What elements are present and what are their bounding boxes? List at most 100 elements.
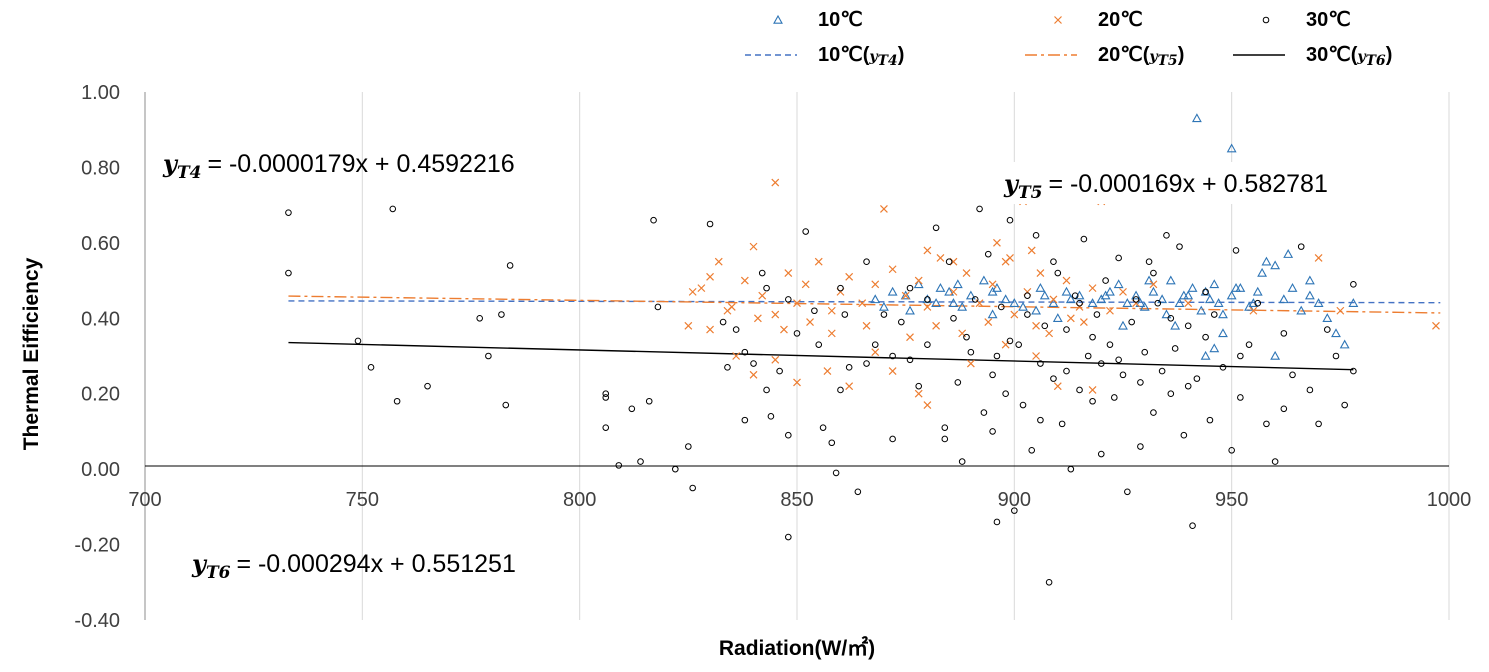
trendline-dashdot bbox=[288, 295, 1441, 314]
point-circle bbox=[889, 435, 896, 443]
point-triangle bbox=[1009, 298, 1020, 307]
point-triangle bbox=[1348, 298, 1359, 307]
point-circle bbox=[1150, 409, 1157, 416]
point-circle bbox=[763, 386, 770, 394]
point-x bbox=[780, 325, 788, 334]
point-triangle bbox=[1261, 256, 1272, 266]
point-triangle bbox=[887, 286, 898, 296]
point-x bbox=[966, 359, 975, 368]
point-x bbox=[1088, 284, 1097, 293]
point-triangle bbox=[1148, 286, 1159, 296]
point-triangle bbox=[1000, 294, 1011, 304]
point-circle bbox=[976, 205, 983, 213]
point-triangle bbox=[1296, 305, 1307, 315]
point-circle bbox=[1289, 371, 1296, 379]
x-tick-label: 950 bbox=[1215, 489, 1248, 511]
point-triangle bbox=[1339, 339, 1350, 349]
point-x bbox=[1049, 295, 1058, 304]
point-circle bbox=[841, 311, 849, 318]
x-tick-label: 850 bbox=[780, 489, 813, 511]
point-triangle bbox=[1304, 290, 1315, 300]
point-x bbox=[706, 325, 714, 334]
point-triangle bbox=[987, 309, 998, 319]
point-circle bbox=[1167, 390, 1175, 398]
point-x bbox=[771, 355, 780, 364]
legend-label: 20℃(yT5) bbox=[1098, 44, 1184, 69]
point-triangle bbox=[1218, 328, 1228, 338]
point-circle bbox=[993, 518, 1001, 526]
point-circle bbox=[1202, 333, 1209, 341]
point-triangle bbox=[1100, 290, 1111, 300]
point-circle bbox=[354, 337, 362, 345]
point-circle bbox=[863, 258, 870, 266]
legend-label: 10℃ bbox=[818, 9, 863, 31]
point-circle bbox=[1237, 394, 1244, 401]
point-triangle bbox=[1035, 282, 1046, 292]
point-circle bbox=[889, 352, 896, 360]
point-circle bbox=[1306, 386, 1314, 394]
point-circle bbox=[954, 379, 962, 386]
point-circle bbox=[1063, 367, 1070, 375]
point-x bbox=[714, 257, 723, 266]
point-triangle bbox=[1331, 328, 1341, 338]
point-triangle bbox=[1204, 294, 1215, 304]
point-circle bbox=[654, 303, 662, 311]
point-circle bbox=[802, 228, 809, 235]
point-circle bbox=[485, 352, 492, 360]
point-circle bbox=[1050, 375, 1057, 382]
point-x bbox=[923, 401, 932, 409]
point-x bbox=[993, 238, 1001, 247]
point-circle bbox=[941, 424, 949, 431]
equations: yT4 = -0.0000179x + 0.4592216 yT5 = -0.0001… bbox=[162, 149, 1442, 583]
point-triangle bbox=[1283, 249, 1294, 258]
point-circle bbox=[776, 367, 783, 375]
point-x bbox=[793, 378, 801, 387]
point-circle bbox=[1171, 345, 1179, 352]
y-tick-label: -0.40 bbox=[74, 610, 120, 632]
point-circle bbox=[1093, 311, 1101, 318]
point-circle bbox=[1011, 507, 1018, 514]
point-triangle bbox=[1209, 343, 1220, 353]
x-tick-label: 800 bbox=[563, 489, 596, 511]
point-circle bbox=[1119, 371, 1127, 379]
point-x bbox=[801, 280, 810, 289]
point-circle bbox=[1124, 488, 1131, 496]
point-circle bbox=[1084, 352, 1092, 360]
point-circle bbox=[971, 296, 979, 303]
x-tick-label: 900 bbox=[998, 489, 1031, 511]
equation-t6: yT6 = -0.000294x + 0.551251 bbox=[191, 549, 516, 583]
point-circle bbox=[950, 314, 957, 322]
point-circle bbox=[1271, 458, 1279, 465]
point-circle bbox=[1037, 416, 1044, 424]
point-circle bbox=[815, 341, 823, 348]
point-x bbox=[888, 265, 897, 274]
point-x bbox=[688, 287, 697, 296]
point-triangle bbox=[1252, 286, 1263, 296]
point-circle bbox=[958, 458, 966, 465]
point-x bbox=[1066, 314, 1075, 323]
point-triangle bbox=[1144, 275, 1155, 285]
point-triangle bbox=[1287, 282, 1298, 292]
point-circle bbox=[1202, 288, 1209, 296]
y-tick-label: 0.80 bbox=[81, 157, 120, 179]
x-tick-label: 700 bbox=[128, 489, 161, 511]
point-circle bbox=[1089, 333, 1096, 341]
point-circle bbox=[828, 439, 836, 447]
point-x bbox=[906, 333, 914, 342]
point-x bbox=[827, 306, 836, 315]
point-triangle bbox=[1218, 309, 1228, 319]
point-triangle bbox=[1122, 298, 1133, 307]
trendline-solid bbox=[288, 341, 1354, 371]
x-tick-labels: 700 750 800 850 900 950 1000 bbox=[128, 489, 1471, 511]
point-circle bbox=[980, 409, 988, 416]
point-triangle bbox=[1065, 294, 1076, 304]
point-x bbox=[1119, 287, 1127, 296]
point-circle bbox=[1076, 299, 1083, 307]
point-triangle bbox=[913, 279, 924, 289]
point-circle bbox=[732, 326, 740, 333]
point-circle bbox=[1184, 382, 1192, 390]
point-circle bbox=[915, 382, 923, 390]
point-triangle bbox=[1209, 279, 1220, 289]
point-triangle bbox=[978, 275, 989, 285]
